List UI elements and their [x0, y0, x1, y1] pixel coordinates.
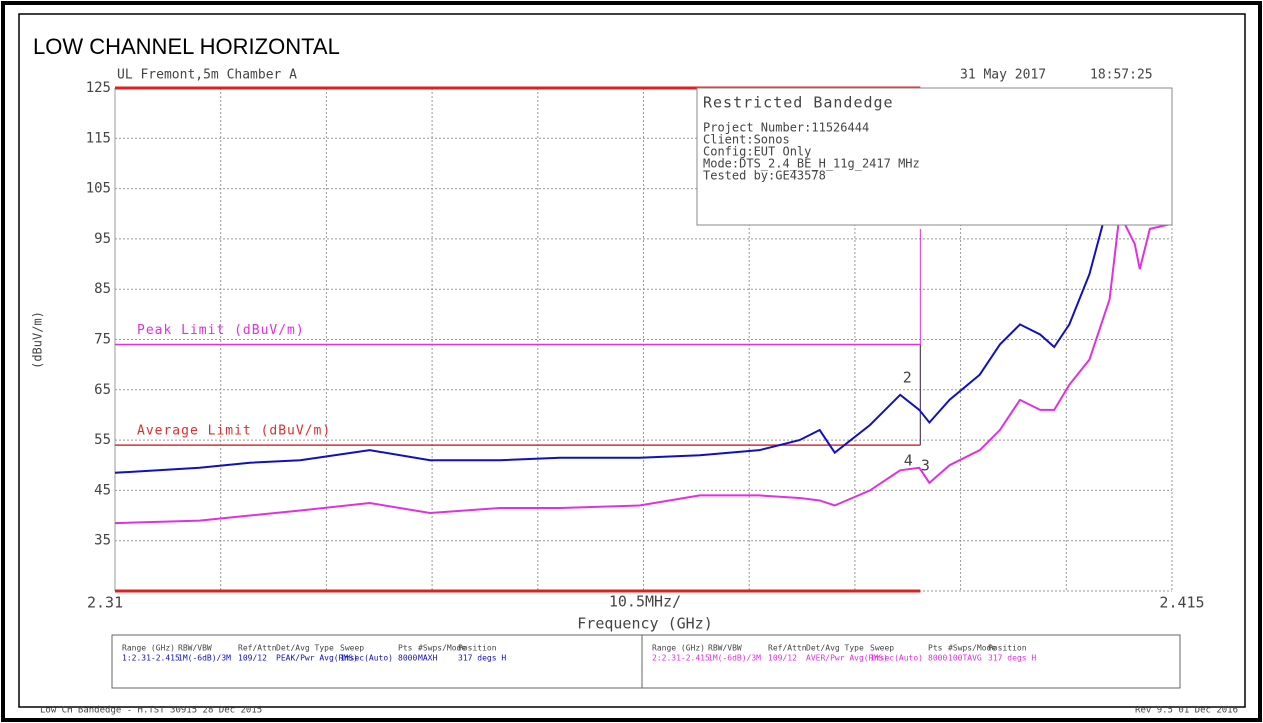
y-tick-label: 75 — [94, 332, 111, 348]
limit-label: Peak Limit (dBuV/m) — [137, 323, 305, 338]
info-line: Client:Sonos — [703, 133, 790, 147]
table-header: Ref/Attn — [768, 644, 807, 653]
header-site: UL Fremont,5m Chamber A — [117, 68, 297, 83]
table-cell: 1msec(Auto) — [870, 654, 923, 663]
table-cell: 317 degs H — [458, 654, 506, 663]
limit-label: Average Limit (dBuV/m) — [137, 424, 331, 439]
table-header: Det/Avg Type — [276, 644, 334, 653]
table-cell: 8000 — [928, 654, 947, 663]
header-date: 31 May 2017 — [960, 68, 1046, 83]
y-tick-label: 85 — [94, 281, 111, 297]
marker-label: 2 — [903, 368, 912, 386]
table-header: Position — [988, 644, 1027, 653]
marker-label: 3 — [921, 456, 930, 474]
info-line: Mode:DTS_2.4_BE_H_11g_2417 MHz — [703, 157, 920, 171]
y-tick-label: 35 — [94, 533, 111, 549]
footer-left: Low CH Bandedge - H.TST 30915 28 Dec 201… — [40, 706, 262, 716]
table-cell: 109/12 — [238, 654, 267, 663]
table-header: Sweep — [870, 644, 894, 653]
info-box — [696, 87, 1173, 226]
table-cell: 317 degs H — [988, 654, 1036, 663]
settings-box — [111, 634, 1181, 689]
table-cell: 1M(-6dB)/3M — [708, 654, 761, 663]
table-header: Sweep — [340, 644, 364, 653]
table-header: RBW/VBW — [178, 644, 212, 653]
y-tick-label: 115 — [86, 130, 111, 146]
y-tick-label: 65 — [94, 382, 111, 398]
y-tick-label: 125 — [86, 80, 111, 96]
info-heading: Restricted Bandedge — [703, 94, 894, 112]
table-cell: MAXH — [418, 654, 437, 663]
table-header: Pts — [928, 644, 943, 653]
x-axis-label: Frequency (GHz) — [577, 615, 712, 633]
y-tick-label: 55 — [94, 432, 111, 448]
footer-right: Rev 9.5 01 Dec 2016 — [1135, 706, 1238, 716]
table-header: Ref/Attn — [238, 644, 277, 653]
inner-border — [18, 13, 1246, 708]
header-time: 18:57:25 — [1090, 68, 1153, 83]
table-cell: 2:2.31-2.415 — [652, 654, 710, 663]
table-cell: 100TAVG — [948, 654, 982, 663]
table-header: RBW/VBW — [708, 644, 742, 653]
info-line: Project Number:11526444 — [703, 121, 869, 135]
table-cell: 8000 — [398, 654, 417, 663]
y-tick-label: 95 — [94, 231, 111, 247]
trace — [114, 210, 1173, 525]
table-header: #Swps/Mode — [948, 644, 996, 653]
table-header: Range (GHz) — [122, 644, 175, 653]
y-tick-label: 45 — [94, 482, 111, 498]
y-tick-label: 105 — [86, 181, 111, 197]
table-header: Pts — [398, 644, 413, 653]
table-cell: 109/12 — [768, 654, 797, 663]
table-header: #Swps/Mode — [418, 644, 466, 653]
info-line: Config:EUT Only — [703, 145, 811, 159]
table-cell: AVER/Pwr Avg(RMS) — [806, 654, 888, 663]
y-axis-label: (dBuV/m) — [31, 311, 45, 369]
table-cell: 1:2.31-2.415 — [122, 654, 180, 663]
x-tick-label: 2.31 — [87, 594, 123, 612]
marker-label: 4 — [904, 451, 913, 469]
span-label: 10.5MHz/ — [609, 593, 681, 611]
info-line: Tested by:GE43578 — [703, 169, 826, 183]
table-cell: 1msec(Auto) — [340, 654, 393, 663]
table-header: Position — [458, 644, 497, 653]
table-header: Range (GHz) — [652, 644, 705, 653]
table-header: Det/Avg Type — [806, 644, 864, 653]
x-tick-label: 2.415 — [1159, 594, 1204, 612]
table-cell: PEAK/Pwr Avg(RMS) — [276, 654, 358, 663]
table-cell: 1M(-6dB)/3M — [178, 654, 231, 663]
page-title: LOW CHANNEL HORIZONTAL — [33, 34, 340, 59]
